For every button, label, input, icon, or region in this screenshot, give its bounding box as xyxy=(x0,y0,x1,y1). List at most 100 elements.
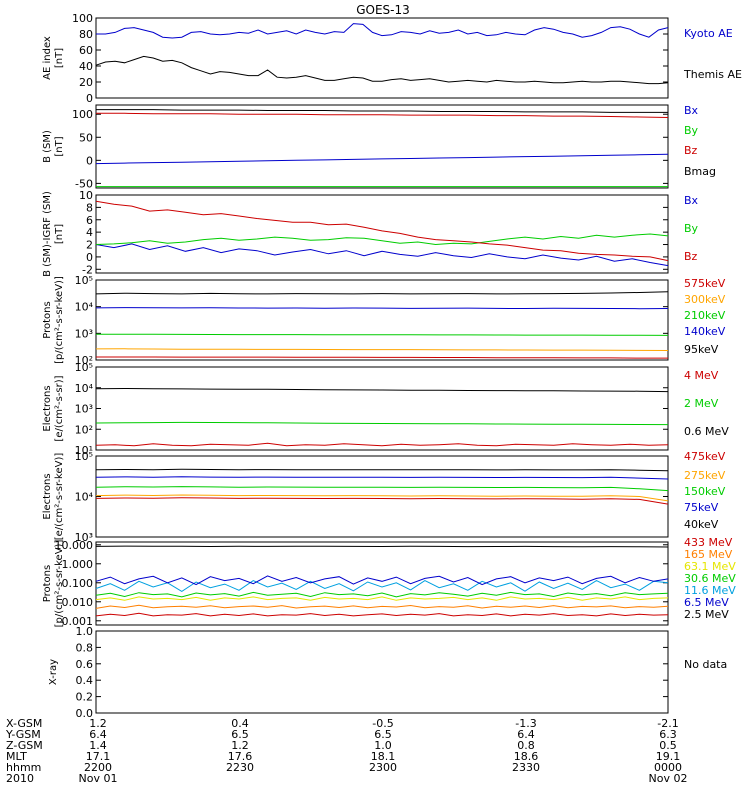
ephemeris-row-label: hhmm xyxy=(6,761,41,774)
ephemeris-value: Nov 01 xyxy=(79,772,118,785)
ytick-label: 100 xyxy=(72,108,93,121)
legend-bz: Bz xyxy=(684,250,698,263)
ephemeris-value: Nov 02 xyxy=(649,772,688,785)
ytick-label: 10³ xyxy=(75,531,93,544)
ytick-label: 10⁴ xyxy=(75,301,94,314)
series-line-300kev xyxy=(95,348,669,351)
ephemeris-value: 6.5 xyxy=(231,728,249,741)
ephemeris-value: 17.1 xyxy=(86,750,111,763)
ytick-label: 8 xyxy=(86,201,93,214)
series-line-6-5-mev xyxy=(95,575,669,586)
legend-2-mev: 2 MeV xyxy=(684,397,719,410)
y-axis-label: [p/(cm²-s-sr-keV)] xyxy=(54,276,65,364)
ytick-label: 2 xyxy=(86,239,93,252)
legend-300kev: 300keV xyxy=(684,293,726,306)
ephemeris-table: X-GSMY-GSMZ-GSMMLThhmm20101.26.41.417.12… xyxy=(5,717,687,785)
legend-150kev: 150keV xyxy=(684,485,726,498)
ytick-label: -2 xyxy=(82,263,93,276)
ephemeris-row-label: MLT xyxy=(6,750,27,763)
ytick-label: 0.6 xyxy=(76,658,94,671)
ephemeris-value: 0.5 xyxy=(659,739,677,752)
ephemeris-value: 19.1 xyxy=(656,750,681,763)
ytick-label: 60 xyxy=(79,44,93,57)
y-axis-label: [nT] xyxy=(54,48,65,68)
legend-75kev: 75keV xyxy=(684,501,719,514)
ephemeris-value: -0.5 xyxy=(372,717,393,730)
panel-frame xyxy=(95,194,669,274)
series-line-11-6-mev xyxy=(95,580,669,592)
ytick-label: 1.000 xyxy=(62,558,94,571)
y-axis-label: B (SM) xyxy=(42,130,53,163)
ytick-label: 10⁵ xyxy=(75,450,93,463)
ytick-label: 100 xyxy=(72,12,93,25)
ytick-label: 0.010 xyxy=(62,596,94,609)
legend-2-5-mev: 2.5 MeV xyxy=(684,608,729,621)
ephemeris-value: 1.0 xyxy=(374,739,392,752)
legend-40kev: 40keV xyxy=(684,518,719,531)
legend-63-1-mev: 63.1 MeV xyxy=(684,560,736,573)
ytick-label: 0 xyxy=(86,251,93,264)
ytick-label: 80 xyxy=(79,28,93,41)
panel-frame xyxy=(95,630,669,714)
ytick-label: 0 xyxy=(86,92,93,105)
ytick-label: 10 xyxy=(79,189,93,202)
series-line-bx xyxy=(95,153,669,165)
ephemeris-value: 0.4 xyxy=(231,717,249,730)
legend-475kev: 475keV xyxy=(684,450,726,463)
legend-by: By xyxy=(684,222,699,235)
legend-bz: Bz xyxy=(684,144,698,157)
y-axis-label: B (SM)-IGRF (SM) xyxy=(42,191,53,277)
panel-electrons_high: 10¹ 10² 10³ 10⁴ 10⁵ Electrons [e/(cm²-s-sr)] 4 … xyxy=(42,361,729,457)
legend-575kev: 575keV xyxy=(684,277,726,290)
ephemeris-value: 6.3 xyxy=(659,728,677,741)
ephemeris-value: 6.4 xyxy=(89,728,107,741)
panel-frame xyxy=(95,279,669,361)
legend-6-5-mev: 6.5 MeV xyxy=(684,596,729,609)
chart-title: GOES-13 xyxy=(356,3,410,17)
ytick-label: 0 xyxy=(86,154,93,167)
y-axis-label: Protons xyxy=(42,565,53,602)
y-axis-label: AE index xyxy=(42,36,53,80)
series-line-75kev xyxy=(95,476,669,480)
ytick-label: 1.0 xyxy=(76,625,94,638)
series-line-bmag xyxy=(96,109,668,113)
ephemeris-value: 0.8 xyxy=(517,739,535,752)
legend-bmag: Bmag xyxy=(684,165,716,178)
legend-0-6-mev: 0.6 MeV xyxy=(684,425,729,438)
ephemeris-value: 2300 xyxy=(369,761,397,774)
legend-themis-ae: Themis AE xyxy=(683,68,742,81)
ephemeris-value: 1.4 xyxy=(89,739,107,752)
series-line-4-mev xyxy=(95,442,669,447)
ephemeris-value: 18.1 xyxy=(371,750,396,763)
ephemeris-row-label: Z-GSM xyxy=(6,739,43,752)
ephemeris-row-label: Y-GSM xyxy=(5,728,41,741)
y-axis-label: [p/(cm²-s-sr-keV)] xyxy=(54,540,65,628)
series-line-95kev xyxy=(95,291,669,295)
ytick-label: 10³ xyxy=(75,327,93,340)
series-line-575kev xyxy=(96,356,668,359)
ytick-label: 0.001 xyxy=(62,615,94,628)
ephemeris-value: 1.2 xyxy=(231,739,249,752)
ytick-label: 0.8 xyxy=(76,641,94,654)
series-line-150kev xyxy=(95,486,669,492)
ytick-label: 4 xyxy=(86,226,93,239)
ytick-label: 10² xyxy=(75,423,93,436)
ytick-label: 10² xyxy=(75,354,93,367)
ytick-label: 10⁵ xyxy=(75,361,93,374)
legend-4-mev: 4 MeV xyxy=(684,369,719,382)
legend-95kev: 95keV xyxy=(684,343,719,356)
ephemeris-value: 6.5 xyxy=(374,728,392,741)
ytick-label: 0.2 xyxy=(76,691,94,704)
legend-165-mev: 165 MeV xyxy=(684,548,733,561)
legend-140kev: 140keV xyxy=(684,325,726,338)
legend-210kev: 210keV xyxy=(684,309,726,322)
ephemeris-value: 18.6 xyxy=(514,750,539,763)
series-line-2-5-mev xyxy=(95,545,669,548)
y-axis-label: X-ray xyxy=(48,659,59,685)
series-line-275kev xyxy=(95,494,669,502)
ephemeris-value: 2330 xyxy=(512,761,540,774)
ephemeris-row-label: X-GSM xyxy=(6,717,42,730)
panel-ae_index: 0 20 40 60 80 100 AE index [nT] Kyoto AE Themis A… xyxy=(42,12,742,105)
